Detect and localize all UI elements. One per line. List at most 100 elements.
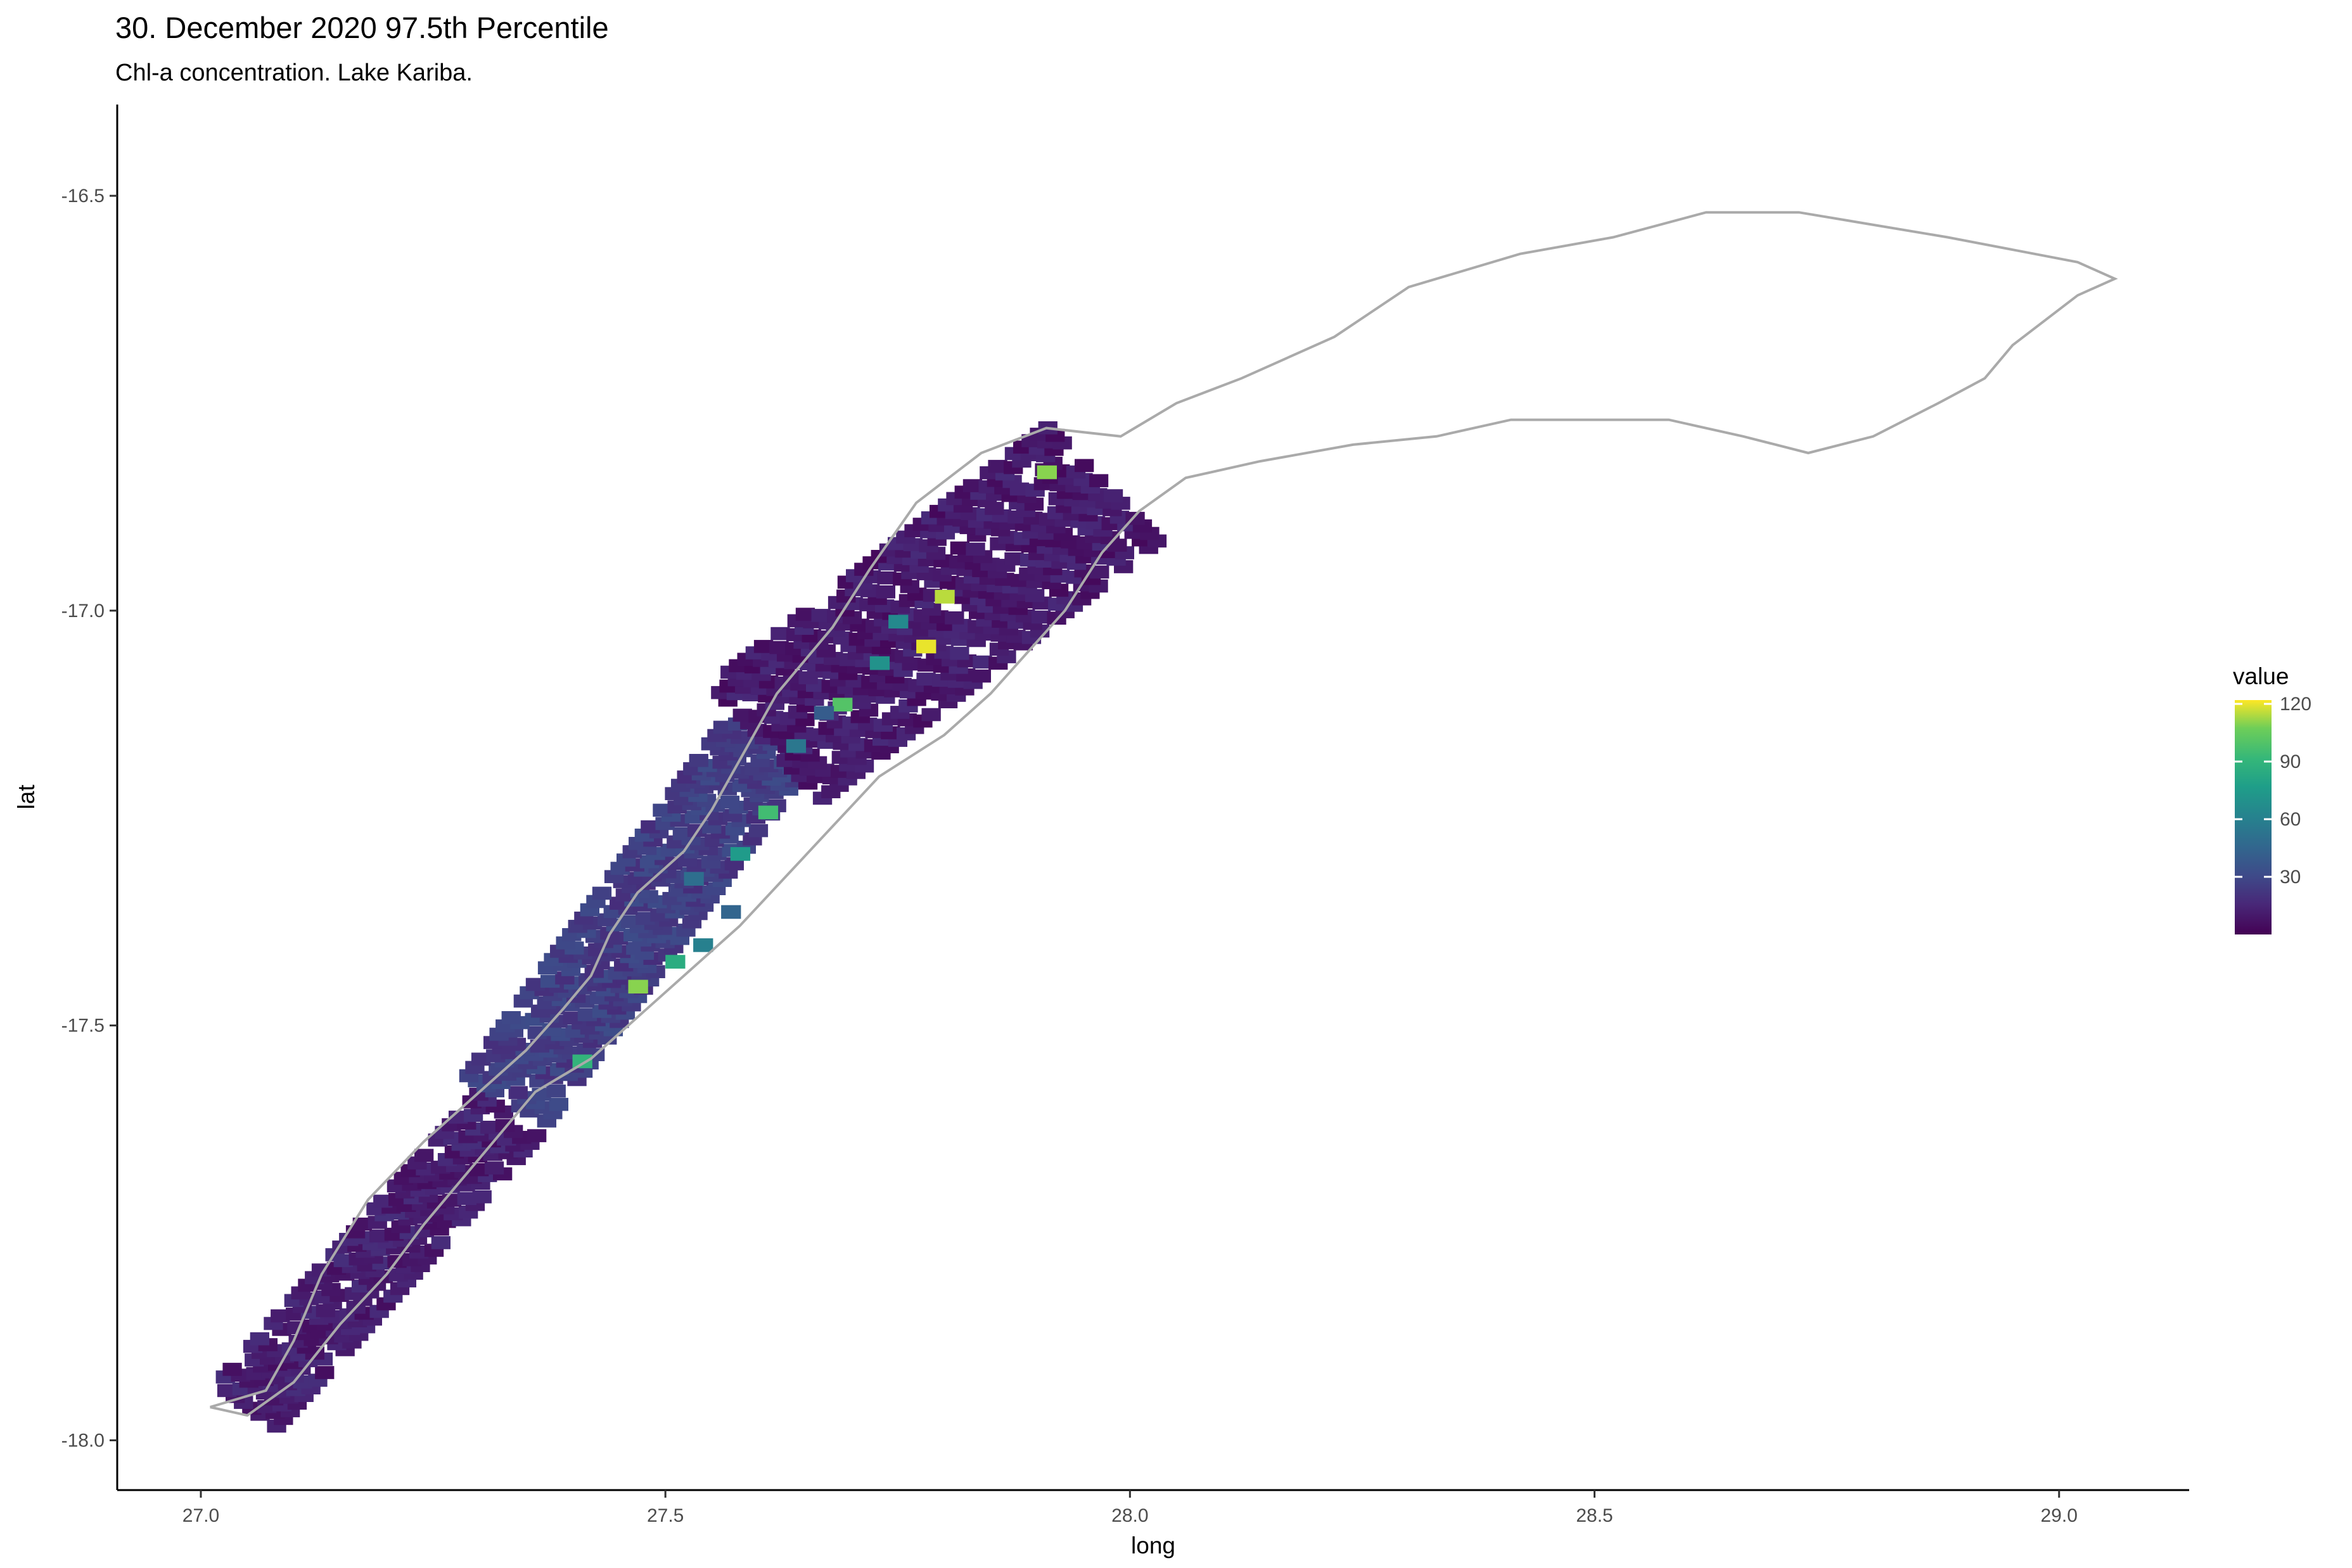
heatmap-cell	[770, 627, 790, 641]
y-tick-label: -17.0	[61, 601, 105, 621]
y-axis-title: lat	[13, 784, 39, 810]
heatmap-cell	[1090, 565, 1109, 579]
heatmap-cell	[501, 1011, 521, 1024]
heatmap-cell	[471, 1052, 491, 1066]
heatmap-cell	[916, 672, 936, 686]
heatmap-cell	[431, 1236, 451, 1249]
x-tick-label: 27.5	[647, 1505, 684, 1526]
legend-title: value	[2233, 663, 2289, 689]
lake-outline	[210, 211, 2118, 1417]
heatmap-cell	[653, 803, 672, 817]
heatmap-cell	[748, 824, 769, 838]
heatmap-hotspot	[758, 805, 779, 820]
legend-tick-label: 60	[2280, 809, 2301, 830]
heatmap-cell	[950, 541, 969, 555]
heatmap-hotspot	[628, 979, 648, 994]
legend-tick-label: 120	[2280, 694, 2311, 715]
heatmap-cell	[1004, 552, 1024, 566]
heatmap-hotspot	[1037, 465, 1057, 480]
heatmap-cell	[563, 1011, 582, 1024]
y-tick-label: -18.0	[61, 1430, 105, 1451]
heatmap-cell	[1075, 459, 1094, 473]
legend-tick-label: 30	[2280, 867, 2301, 888]
heatmap-cell	[769, 641, 789, 654]
heatmap-cell	[720, 795, 740, 809]
heatmap-cell	[1103, 489, 1123, 502]
heatmap-hotspot	[693, 938, 713, 952]
heatmap-cell	[480, 1121, 500, 1134]
heatmap-cell	[250, 1332, 269, 1346]
heatmap-cell	[795, 608, 815, 621]
heatmap-cell	[973, 655, 992, 669]
heatmap-hotspot	[665, 955, 686, 969]
heatmap-hotspot	[721, 905, 741, 919]
heatmap-cell	[713, 720, 733, 734]
heatmap-cell	[811, 609, 831, 622]
heatmap-cell	[689, 754, 708, 767]
heatmap-cell	[641, 820, 660, 834]
heatmap-cell	[457, 1192, 476, 1206]
heatmap-hotspot	[888, 615, 909, 628]
heatmap-cell	[950, 647, 969, 660]
x-tick-label: 28.0	[1111, 1505, 1148, 1526]
x-axis-ticks: 27.0 27.5 28.0 28.5 29.0	[182, 1490, 2078, 1526]
heatmap-cell	[525, 978, 546, 991]
heatmap-cell	[877, 571, 897, 585]
heatmap-cell	[472, 1190, 492, 1204]
heatmap-cell	[592, 886, 612, 900]
heatmap-hotspot	[833, 698, 853, 711]
heatmap-cell	[271, 1309, 290, 1323]
heatmap-cell	[732, 708, 752, 722]
heatmap-cell	[966, 542, 985, 556]
heatmap-cell	[508, 1086, 528, 1099]
heatmap-cell	[527, 1026, 547, 1040]
chart-title: 30. December 2020 97.5th Percentile	[115, 11, 609, 44]
heatmap-cells	[215, 421, 1167, 1433]
heatmap-hotspot	[684, 872, 704, 886]
heatmap-cell	[962, 479, 983, 492]
legend: value 30 60 90 120	[2233, 663, 2311, 934]
y-tick-label: -16.5	[61, 186, 105, 207]
heatmap-hotspot	[869, 656, 890, 670]
heatmap-cell	[921, 708, 941, 722]
heatmap-cell	[217, 1384, 237, 1398]
heatmap-hotspot	[572, 1054, 592, 1069]
heatmap-cell	[549, 1097, 568, 1111]
heatmap-cell	[1089, 474, 1109, 487]
heatmap-cell	[352, 1217, 372, 1231]
heatmap-cell	[636, 912, 655, 925]
heatmap-cell	[1031, 610, 1051, 624]
x-tick-label: 27.0	[182, 1505, 219, 1526]
legend-ticks: 30 60 90 120	[2235, 694, 2311, 888]
heatmap-cell	[577, 1008, 597, 1021]
plot-area	[210, 211, 2118, 1433]
x-axis-title: long	[1131, 1533, 1175, 1558]
heatmap-hotspot	[935, 590, 955, 604]
heatmap-cell	[484, 1161, 504, 1175]
heatmap-cell	[753, 640, 774, 653]
heatmap-cell	[988, 459, 1007, 473]
legend-colorbar	[2235, 700, 2272, 934]
legend-tick-label: 90	[2280, 751, 2301, 772]
heatmap-cell	[369, 1229, 389, 1243]
y-axis-ticks: -16.5 -17.0 -17.5 -18.0	[61, 186, 117, 1451]
heatmap-hotspot	[730, 847, 751, 861]
heatmap-hotspot	[814, 706, 834, 720]
heatmap-cell	[945, 611, 964, 625]
heatmap-cell	[672, 827, 692, 841]
heatmap-cell	[876, 585, 895, 599]
heatmap-cell	[373, 1194, 393, 1208]
chart-subtitle: Chl-a concentration. Lake Kariba.	[115, 60, 473, 86]
x-tick-label: 28.5	[1576, 1505, 1613, 1526]
heatmap-cell	[315, 1366, 335, 1379]
heatmap-cell	[971, 669, 991, 683]
y-tick-label: -17.5	[61, 1016, 105, 1036]
x-tick-label: 29.0	[2041, 1505, 2078, 1526]
heatmap-cell	[540, 974, 560, 988]
heatmap-cell	[620, 915, 641, 928]
heatmap-cell	[414, 1149, 434, 1162]
heatmap-cell	[527, 1129, 547, 1142]
heatmap-cell	[222, 1363, 242, 1376]
heatmap-hotspot	[786, 739, 807, 753]
